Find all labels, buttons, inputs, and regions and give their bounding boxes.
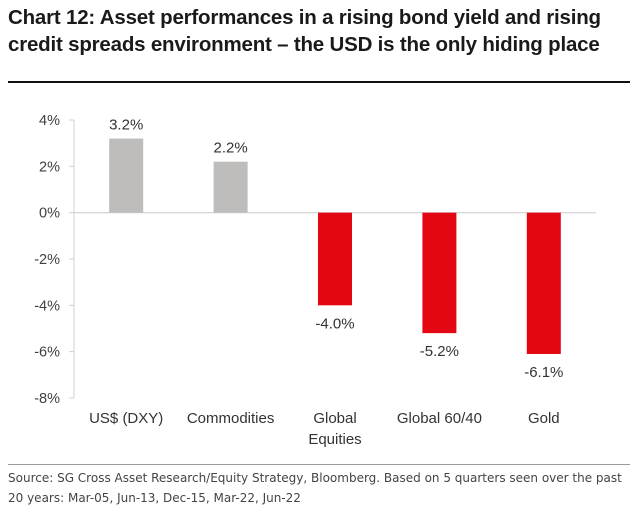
bar: [213, 161, 248, 213]
category-label: Global: [313, 410, 356, 427]
y-tick-label: -6%: [34, 345, 60, 361]
bar-chart: 4% 2% 0% -2% -4% -6% -8% 3.2% 2.2% -4.0% -5.2% -6.…: [34, 113, 596, 448]
chart-title: Chart 12: Asset performances in a rising…: [8, 6, 601, 56]
data-label: -4.0%: [315, 315, 354, 332]
category-labels: US$ (DXY) Commodities Global Equities Global…: [89, 410, 560, 448]
y-tick-label: -8%: [34, 391, 60, 407]
data-label: -5.2%: [420, 343, 459, 360]
y-tick-label: 0%: [39, 206, 60, 222]
bar: [422, 212, 457, 334]
data-label: -6.1%: [524, 364, 563, 381]
bar: [526, 212, 561, 354]
source-note: Source: SG Cross Asset Research/Equity S…: [8, 471, 622, 505]
title-divider: [8, 81, 630, 83]
y-tick-label: 2%: [39, 159, 60, 175]
bar: [318, 212, 352, 306]
bar: [109, 138, 144, 213]
data-label: 2.2%: [213, 140, 247, 157]
data-label: 3.2%: [109, 117, 143, 134]
category-label: Gold: [528, 410, 560, 427]
source-divider: [8, 464, 630, 465]
category-label: Equities: [308, 431, 361, 448]
y-tick-label: -2%: [34, 252, 60, 268]
y-tick-label: -4%: [34, 298, 60, 314]
category-label: Commodities: [187, 410, 275, 427]
category-label: US$ (DXY): [89, 410, 163, 427]
y-tick-label: 4%: [39, 113, 60, 129]
category-label: Global 60/40: [397, 410, 482, 427]
y-axis: 4% 2% 0% -2% -4% -6% -8%: [34, 113, 596, 407]
data-labels: 3.2% 2.2% -4.0% -5.2% -6.1%: [109, 117, 563, 381]
bars: [109, 138, 561, 354]
